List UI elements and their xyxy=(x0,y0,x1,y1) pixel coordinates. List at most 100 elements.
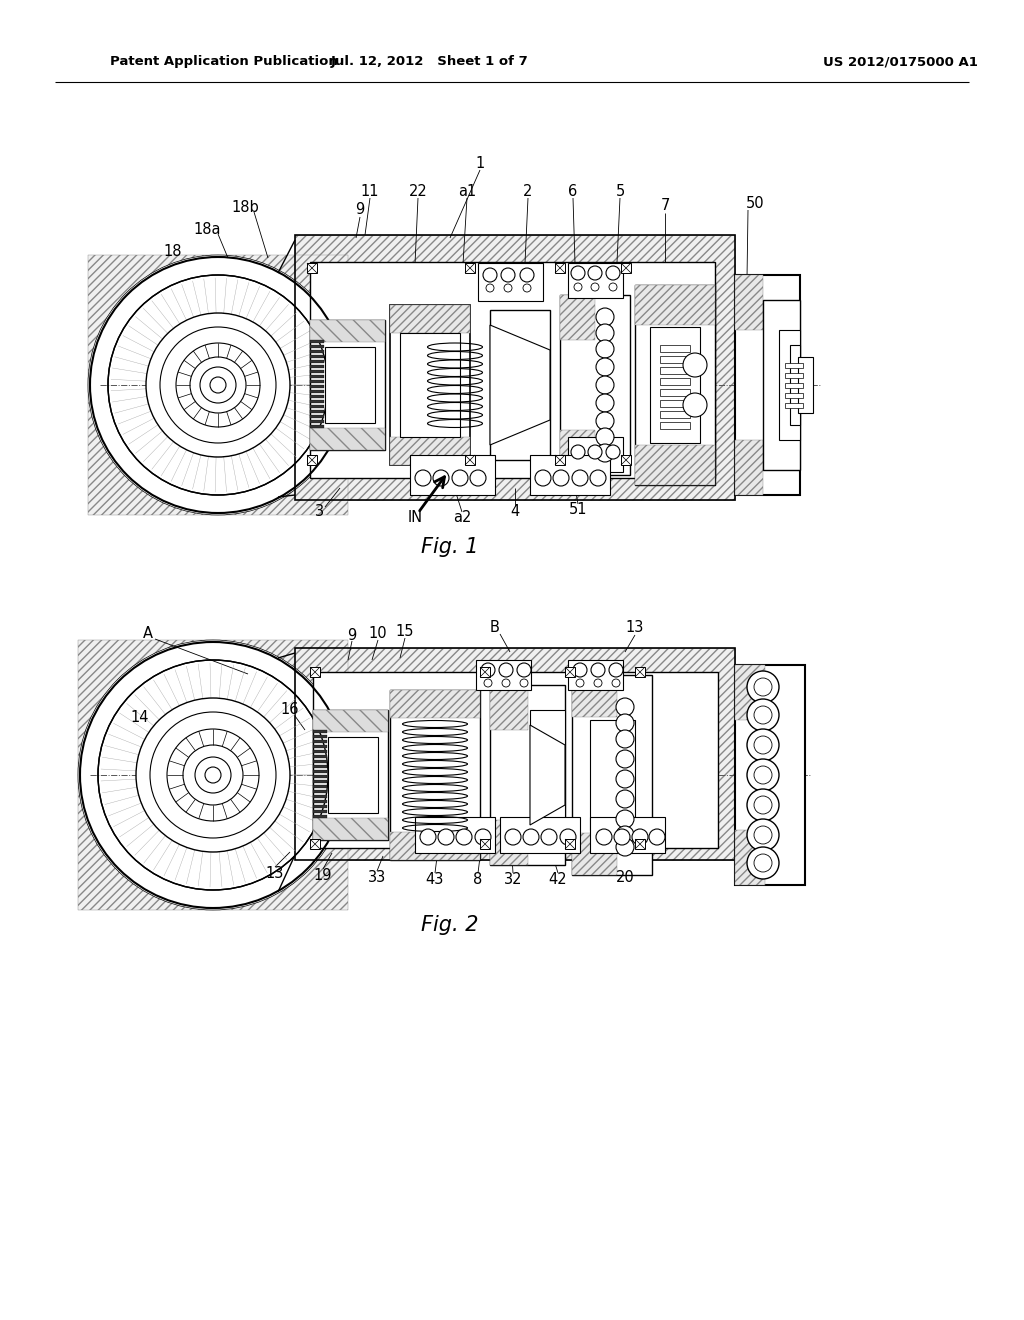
Bar xyxy=(307,263,317,273)
Circle shape xyxy=(596,341,614,358)
Bar xyxy=(785,363,803,368)
Circle shape xyxy=(438,829,454,845)
Bar xyxy=(560,294,595,341)
Bar xyxy=(560,430,595,475)
Bar xyxy=(310,261,715,478)
Circle shape xyxy=(573,663,587,677)
Bar xyxy=(310,375,324,378)
Bar xyxy=(310,366,324,368)
Bar xyxy=(590,719,635,830)
Circle shape xyxy=(596,376,614,393)
Bar xyxy=(480,667,490,677)
Circle shape xyxy=(505,829,521,845)
Text: a2: a2 xyxy=(453,511,471,525)
Bar xyxy=(390,437,470,465)
Bar xyxy=(313,780,327,783)
Bar xyxy=(310,414,324,418)
Bar xyxy=(660,400,690,407)
Bar xyxy=(310,360,324,363)
Bar xyxy=(660,345,690,352)
Bar xyxy=(295,648,735,861)
Bar xyxy=(88,255,348,515)
Circle shape xyxy=(475,829,490,845)
Bar xyxy=(310,355,324,358)
Circle shape xyxy=(590,470,606,486)
Circle shape xyxy=(481,663,495,677)
Circle shape xyxy=(746,759,779,791)
Circle shape xyxy=(616,770,634,788)
Circle shape xyxy=(616,838,634,855)
Bar xyxy=(490,310,550,459)
Bar xyxy=(313,818,388,840)
Bar xyxy=(410,455,495,495)
Bar xyxy=(785,383,803,388)
Circle shape xyxy=(649,829,665,845)
Text: 50: 50 xyxy=(745,195,764,210)
Text: 10: 10 xyxy=(369,626,387,640)
Bar xyxy=(735,275,800,495)
Text: a1: a1 xyxy=(458,183,476,198)
Text: Fig. 2: Fig. 2 xyxy=(421,915,479,935)
Circle shape xyxy=(746,789,779,821)
Bar xyxy=(568,660,623,690)
Bar xyxy=(310,428,385,450)
Bar xyxy=(621,263,631,273)
Text: A: A xyxy=(143,627,153,642)
Bar xyxy=(763,300,800,470)
Circle shape xyxy=(746,671,779,704)
Bar xyxy=(295,235,735,500)
Text: 5: 5 xyxy=(615,183,625,198)
Bar xyxy=(310,345,324,348)
Circle shape xyxy=(560,829,575,845)
Bar xyxy=(313,755,327,758)
Bar xyxy=(390,690,480,718)
Bar xyxy=(660,378,690,385)
Bar xyxy=(313,741,327,743)
Text: 32: 32 xyxy=(504,873,522,887)
Circle shape xyxy=(499,663,513,677)
Bar xyxy=(500,817,580,853)
Bar xyxy=(735,665,765,719)
Circle shape xyxy=(572,470,588,486)
Bar xyxy=(660,356,690,363)
Bar xyxy=(310,389,324,393)
Bar xyxy=(313,795,327,799)
Circle shape xyxy=(616,826,634,843)
Bar xyxy=(635,445,715,484)
Bar xyxy=(310,405,324,408)
Circle shape xyxy=(614,829,630,845)
Bar xyxy=(313,710,388,840)
Circle shape xyxy=(183,744,243,805)
Text: 20: 20 xyxy=(615,870,635,884)
Circle shape xyxy=(483,268,497,282)
Circle shape xyxy=(616,698,634,715)
Text: 9: 9 xyxy=(355,202,365,218)
Text: 2: 2 xyxy=(523,183,532,198)
Bar xyxy=(735,440,763,495)
Bar xyxy=(310,380,324,383)
Bar xyxy=(530,455,610,495)
Text: 42: 42 xyxy=(549,873,567,887)
Bar xyxy=(572,675,617,717)
Circle shape xyxy=(523,829,539,845)
Bar xyxy=(313,766,327,768)
Text: 13: 13 xyxy=(266,866,285,882)
Bar xyxy=(313,785,327,788)
Circle shape xyxy=(571,267,585,280)
Bar xyxy=(480,840,490,849)
Circle shape xyxy=(616,810,634,828)
Circle shape xyxy=(591,663,605,677)
Bar xyxy=(735,665,805,884)
Bar xyxy=(735,275,763,330)
Circle shape xyxy=(616,714,634,733)
Bar xyxy=(415,817,495,853)
Circle shape xyxy=(632,829,648,845)
Circle shape xyxy=(420,829,436,845)
Text: 6: 6 xyxy=(568,183,578,198)
Bar xyxy=(313,789,327,793)
Bar xyxy=(313,760,327,763)
Bar xyxy=(310,370,324,374)
Bar xyxy=(490,820,528,865)
Bar xyxy=(325,347,375,422)
Text: 11: 11 xyxy=(360,185,379,199)
